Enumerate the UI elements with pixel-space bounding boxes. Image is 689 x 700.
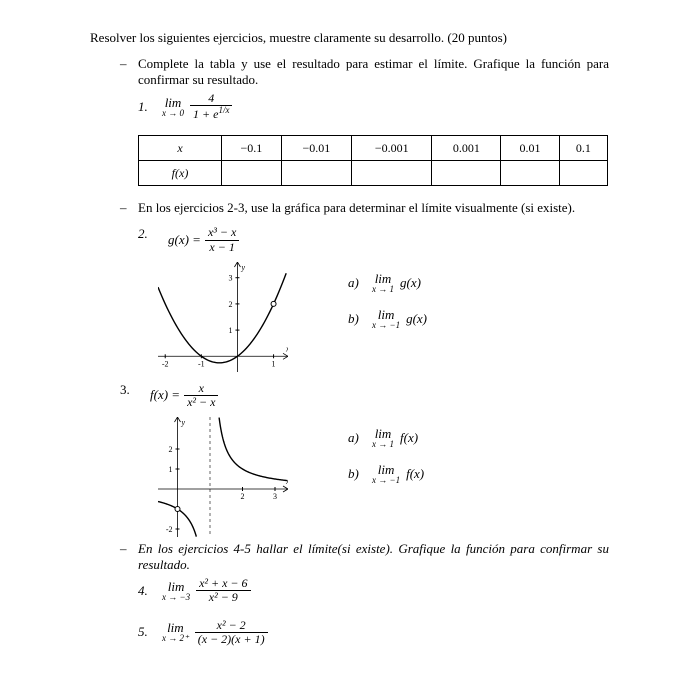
- cell: 0.1: [559, 136, 607, 161]
- ex3-graph: 2 3 1 2 -2 x y: [158, 417, 288, 537]
- part-label: a): [348, 275, 372, 291]
- fn-name: f(x): [400, 430, 418, 446]
- cell: −0.001: [351, 136, 431, 161]
- svg-text:2: 2: [228, 300, 232, 309]
- ex1-limit: lim x → 0: [162, 96, 184, 118]
- cell: 0.01: [501, 136, 559, 161]
- svg-text:-1: -1: [198, 359, 205, 368]
- bullet-1-text: Complete la tabla y use el resultado par…: [138, 56, 609, 88]
- value-table: x −0.1 −0.01 −0.001 0.001 0.01 0.1 f(x): [138, 135, 608, 186]
- ex3-content: 2 3 1 2 -2 x y a) limx → 1 f(x) b) limx → −1 f…: [138, 417, 609, 537]
- ex2-content: -2-11123xy a) limx → 1 g(x) b) limx → −1…: [138, 262, 609, 372]
- lim-top: lim: [378, 308, 395, 321]
- frac-num: x³ − x: [205, 226, 239, 239]
- svg-text:-2: -2: [166, 525, 173, 534]
- fn-name: g(x): [400, 275, 421, 291]
- frac-num: x² − 2: [214, 619, 249, 632]
- dash-icon: –: [120, 56, 138, 88]
- svg-text:2: 2: [241, 492, 245, 501]
- svg-text:3: 3: [228, 273, 232, 282]
- frac-num: 4: [205, 92, 217, 105]
- exercise-3: 3. f(x) = x x² − x: [120, 382, 609, 409]
- lim-bot: x → 1: [372, 440, 394, 449]
- lim-top: lim: [168, 580, 185, 593]
- bullet-3: – En los ejercicios 4-5 hallar el límite…: [120, 541, 609, 573]
- exercise-4: 4. lim x → −3 x² + x − 6 x² − 9: [138, 577, 609, 604]
- cell: [559, 161, 607, 186]
- exercise-5: 5. lim x → 2⁺ x² − 2 (x − 2)(x + 1): [138, 619, 609, 646]
- cell: [281, 161, 351, 186]
- cell: −0.01: [281, 136, 351, 161]
- ex1-number: 1.: [138, 99, 162, 115]
- ex3-part-b: b) limx → −1 f(x): [348, 463, 609, 485]
- dash-icon: –: [120, 200, 138, 216]
- fn-name: g(x): [406, 311, 427, 327]
- lim-bot: x → 2⁺: [162, 634, 189, 643]
- ex4-limit: lim x → −3: [162, 580, 190, 602]
- frac-den: (x − 2)(x + 1): [195, 633, 268, 646]
- cell: [222, 161, 282, 186]
- lim-top: lim: [165, 96, 182, 109]
- bullet-3-text: En los ejercicios 4-5 hallar el límite(s…: [138, 541, 609, 573]
- ex3-part-a: a) limx → 1 f(x): [348, 427, 609, 449]
- part-label: b): [348, 311, 372, 327]
- svg-text:1: 1: [169, 465, 173, 474]
- frac-den: x² − x: [184, 396, 218, 409]
- bullet-1: – Complete la tabla y use el resultado p…: [120, 56, 609, 88]
- ex2-graph: -2 -1 1 1 2 3 x y: [158, 262, 288, 372]
- ex5-limit: lim x → 2⁺: [162, 621, 189, 643]
- frac-num: x: [196, 382, 207, 395]
- bullet-2: – En los ejercicios 2-3, use la gráfica …: [120, 200, 609, 216]
- svg-text:x: x: [285, 344, 288, 353]
- table-row: x −0.1 −0.01 −0.001 0.001 0.01 0.1: [139, 136, 608, 161]
- lim-bot: x → −1: [372, 321, 400, 330]
- svg-text:-2: -2: [162, 359, 169, 368]
- ex2-function: g(x) = x³ − x x − 1: [168, 226, 609, 253]
- cell: [432, 161, 501, 186]
- lim-bot: x → 1: [372, 285, 394, 294]
- cell: [351, 161, 431, 186]
- ex3-number: 3.: [120, 382, 150, 398]
- cell: 0.001: [432, 136, 501, 161]
- ex5-number: 5.: [138, 624, 162, 640]
- ex5-fraction: x² − 2 (x − 2)(x + 1): [195, 619, 268, 646]
- svg-text:x: x: [285, 477, 288, 486]
- cell: −0.1: [222, 136, 282, 161]
- ex4-fraction: x² + x − 6 x² − 9: [196, 577, 250, 604]
- svg-text:1: 1: [228, 326, 232, 335]
- lim-bot: x → −1: [372, 476, 400, 485]
- bullet-2-text: En los ejercicios 2-3, use la gráfica pa…: [138, 200, 609, 216]
- cell: [501, 161, 559, 186]
- svg-text:2: 2: [169, 445, 173, 454]
- svg-text:1: 1: [272, 359, 276, 368]
- ex2-part-b: b) limx → −1 g(x): [348, 308, 609, 330]
- svg-text:y: y: [240, 263, 245, 272]
- ex1-fraction: 4 1 + e1/x: [190, 92, 232, 121]
- lim-top: lim: [375, 272, 392, 285]
- frac-den: x² − 9: [206, 591, 241, 604]
- frac-num: x² + x − 6: [196, 577, 250, 590]
- dash-icon: –: [120, 541, 138, 573]
- table-row: f(x): [139, 161, 608, 186]
- fn-name: f(x): [406, 466, 424, 482]
- part-label: b): [348, 466, 372, 482]
- exercise-1: 1. lim x → 0 4 1 + e1/x: [138, 92, 609, 121]
- svg-text:y: y: [181, 418, 186, 427]
- exercise-2: 2. g(x) = x³ − x x − 1: [138, 226, 609, 253]
- cell: f(x): [139, 161, 222, 186]
- frac-den: 1 + e1/x: [190, 106, 232, 121]
- ex3-function: f(x) = x x² − x: [150, 382, 609, 409]
- header-text: Resolver los siguientes ejercicios, mues…: [90, 30, 609, 46]
- frac-den: x − 1: [206, 241, 237, 254]
- lim-bot: x → −3: [162, 593, 190, 602]
- ex2-number: 2.: [138, 226, 168, 242]
- svg-text:3: 3: [273, 492, 277, 501]
- cell: x: [139, 136, 222, 161]
- ex2-part-a: a) limx → 1 g(x): [348, 272, 609, 294]
- lim-bot: x → 0: [162, 109, 184, 118]
- part-label: a): [348, 430, 372, 446]
- ex4-number: 4.: [138, 583, 162, 599]
